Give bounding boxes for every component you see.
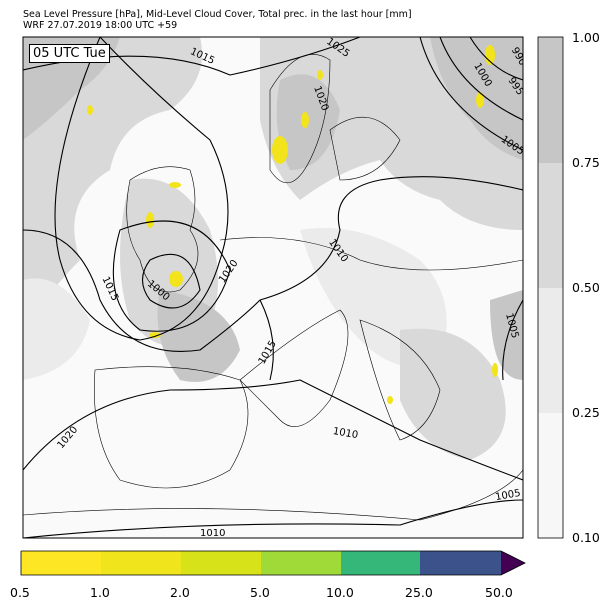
precip-tick: 2.0: [170, 585, 190, 600]
cloud-tick: 0.25: [572, 405, 600, 420]
map-frame: [22, 36, 524, 539]
precip-colorbar-segment: [21, 551, 101, 575]
valid-time-label: 05 UTC Tue: [29, 44, 110, 63]
chart-title-line1: Sea Level Pressure [hPa], Mid-Level Clou…: [23, 9, 412, 20]
precip-tick: 0.5: [10, 585, 30, 600]
precip-tick: 5.0: [250, 585, 270, 600]
isobar-label: 1010: [332, 426, 359, 441]
precip-tick: 50.0: [485, 585, 513, 600]
precip-colorbar-segment: [101, 551, 181, 575]
precip-tick: 1.0: [90, 585, 110, 600]
cloud-colorbar-segment: [538, 288, 563, 413]
precip-colorbar-segment: [181, 551, 261, 575]
precip-colorbar-segment: [261, 551, 341, 575]
precip-colorbar-segment: [341, 551, 420, 575]
cloud-colorbar-segment: [538, 163, 563, 288]
isobars: [23, 37, 523, 538]
chart-title-line2: WRF 27.07.2019 18:00 UTC +59: [23, 20, 178, 31]
precip-colorbar: [20, 550, 526, 576]
cloud-tick: 0.10: [572, 530, 600, 545]
precip-colorbar-segment: [420, 551, 501, 575]
map-area: 1015 1025 1020 1000 995 990 1005 1010 10…: [23, 37, 523, 539]
cloud-tick: 1.00: [572, 30, 600, 45]
cloud-tick: 0.50: [572, 280, 600, 295]
cloud-colorbar: [537, 36, 564, 539]
isobar-label: 1010: [200, 528, 225, 539]
cloud-tick: 0.75: [572, 155, 600, 170]
cloud-colorbar-segment: [538, 37, 563, 163]
isobar-label: 1005: [495, 488, 522, 503]
precip-tick: 10.0: [326, 585, 354, 600]
precipitation-field: [87, 45, 498, 404]
cloud-colorbar-segment: [538, 413, 563, 538]
precip-colorbar-extend-arrow: [501, 551, 525, 575]
precip-tick: 25.0: [405, 585, 433, 600]
